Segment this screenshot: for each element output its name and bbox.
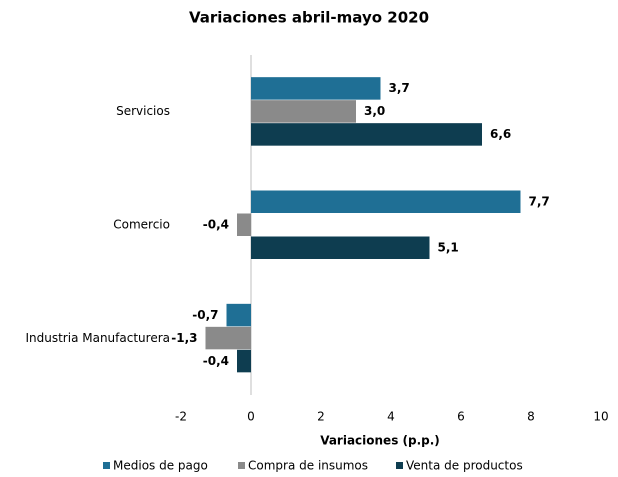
data-label: 7,7 (529, 195, 550, 209)
x-tick-label: 0 (247, 410, 255, 424)
x-tick-label: 10 (593, 410, 608, 424)
bar (251, 190, 521, 213)
legend-label: Compra de insumos (248, 459, 368, 473)
category-label: Industria Manufacturera (25, 331, 170, 345)
data-label: -0,4 (203, 218, 229, 232)
bar (251, 236, 430, 259)
x-tick-label: 4 (387, 410, 395, 424)
data-label: 6,6 (490, 127, 511, 141)
bar (251, 123, 482, 146)
data-label: -0,4 (203, 354, 229, 368)
data-label: 3,0 (364, 104, 385, 118)
legend-label: Venta de productos (406, 459, 523, 473)
x-tick-label: 2 (317, 410, 325, 424)
bar (251, 77, 381, 100)
data-label: 5,1 (438, 241, 459, 255)
bar (205, 326, 251, 350)
bar (251, 100, 356, 123)
x-tick-label: 6 (457, 410, 465, 424)
bar (226, 303, 251, 327)
legend-swatch (396, 462, 403, 469)
x-tick-label: 8 (527, 410, 535, 424)
legend-swatch (238, 462, 245, 469)
x-axis-title: Variaciones (p.p.) (320, 434, 440, 448)
x-tick-label: -2 (175, 410, 187, 424)
category-label: Comercio (113, 218, 170, 232)
bar (237, 213, 251, 236)
data-label: -1,3 (171, 331, 197, 345)
bar (237, 349, 251, 373)
data-label: -0,7 (192, 308, 218, 322)
chart-title: Variaciones abril-mayo 2020 (189, 9, 429, 27)
legend-label: Medios de pago (113, 459, 208, 473)
data-label: 3,7 (389, 81, 410, 95)
category-label: Servicios (116, 104, 170, 118)
legend-swatch (103, 462, 110, 469)
